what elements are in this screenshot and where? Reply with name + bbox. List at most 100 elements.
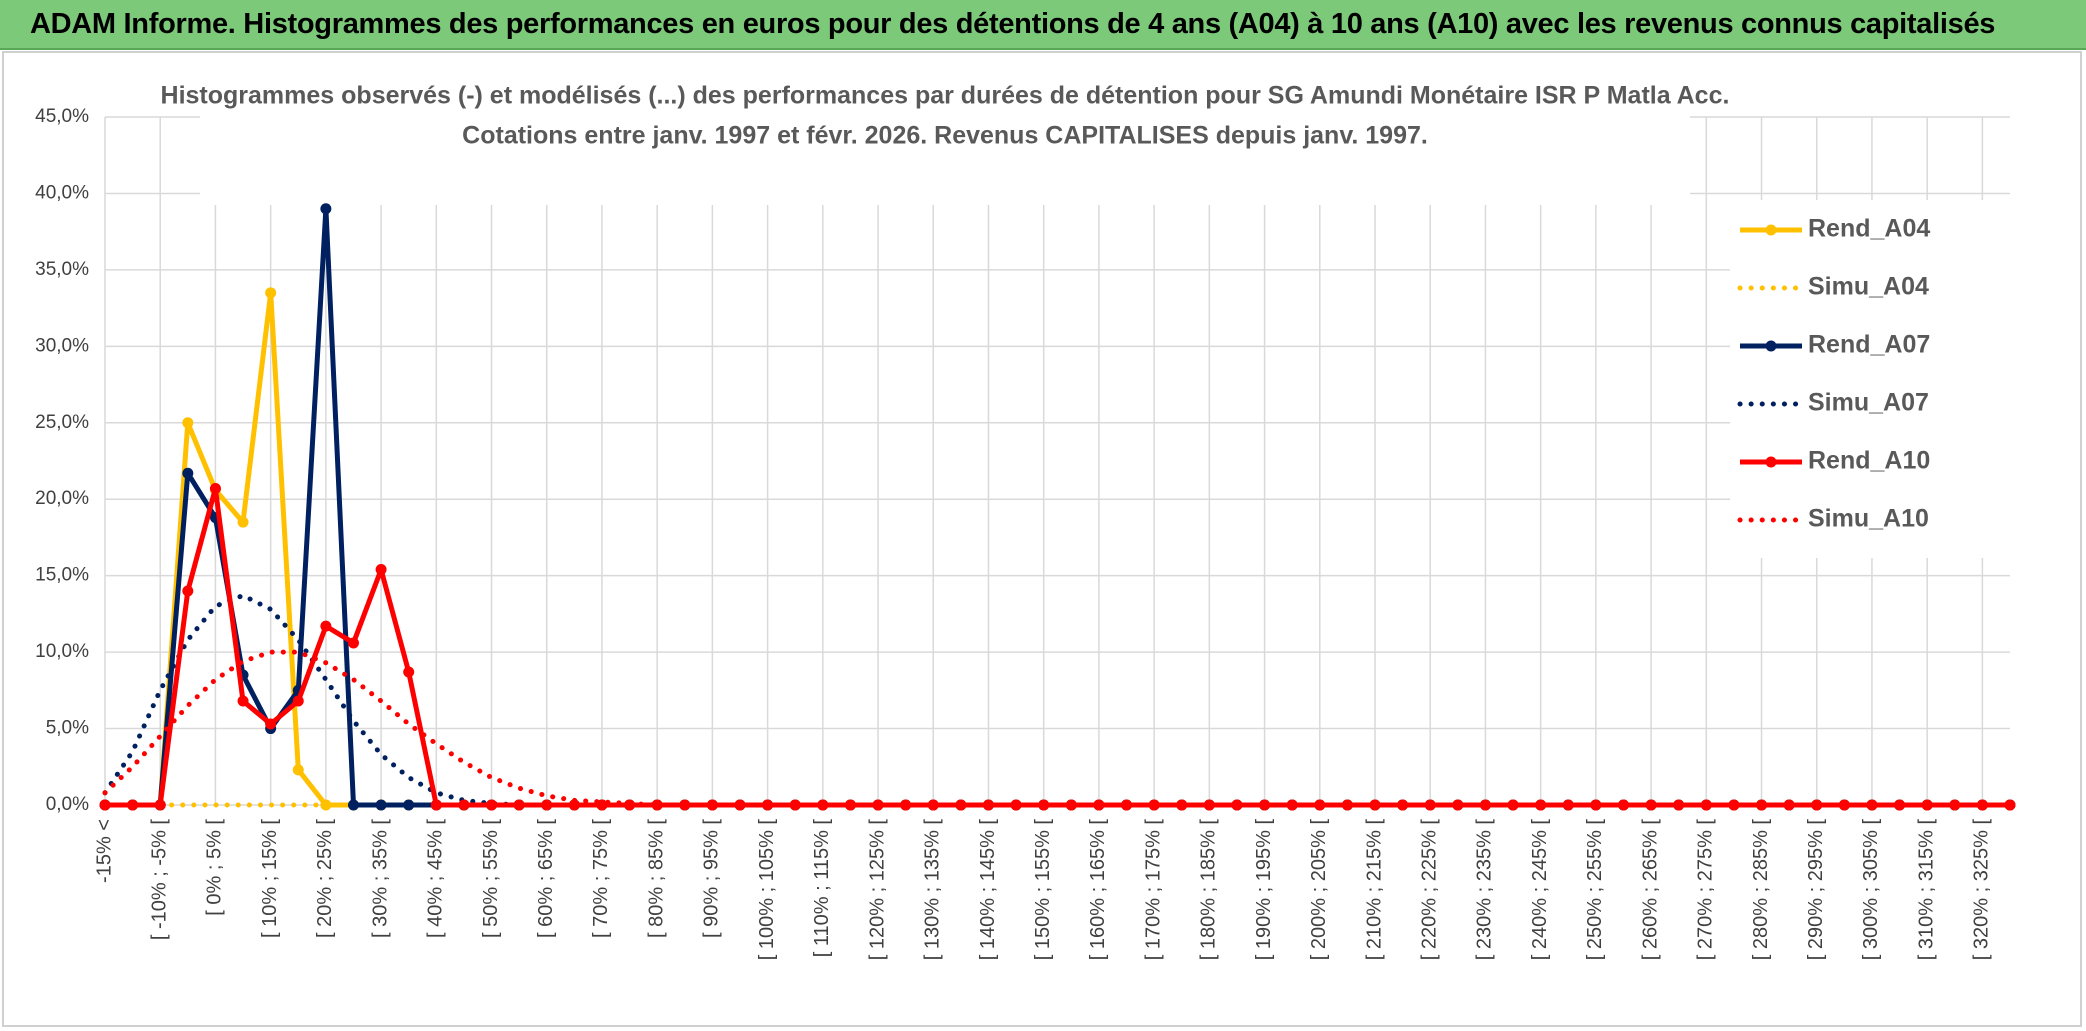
x-tick-label: [ 280% ; 285% [ — [1750, 819, 1772, 961]
point — [1507, 799, 1519, 811]
point — [347, 799, 359, 811]
x-tick-label: [ 220% ; 225% [ — [1418, 819, 1440, 961]
point — [927, 799, 939, 811]
x-tick-label: [ 180% ; 185% [ — [1198, 819, 1220, 961]
series-line — [105, 486, 2010, 808]
point — [706, 799, 718, 811]
x-tick-label: [ 170% ; 175% [ — [1142, 819, 1164, 961]
chart-subtitle: Cotations entre janv. 1997 et févr. 2026… — [462, 122, 1428, 150]
legend-marker — [1765, 340, 1777, 352]
point — [1038, 799, 1050, 811]
x-tick-label: [ 200% ; 205% [ — [1308, 819, 1330, 961]
x-tick-label: [ 320% ; 325% [ — [1971, 819, 1993, 961]
point — [1231, 799, 1243, 811]
x-tick-label: [ 260% ; 265% [ — [1639, 819, 1661, 961]
point — [430, 799, 442, 811]
point — [1093, 799, 1105, 811]
point — [1341, 799, 1353, 811]
x-tick-label: [ 230% ; 235% [ — [1474, 819, 1496, 961]
x-tick-label: [ 0% ; 5% [ — [204, 819, 226, 916]
y-tick-label: 0,0% — [46, 794, 89, 815]
point — [458, 799, 470, 811]
legend-label: Rend_A04 — [1808, 215, 1930, 243]
x-tick-label: [ 30% ; 35% [ — [369, 819, 391, 938]
y-tick-label: 10,0% — [35, 641, 89, 662]
x-tick-label: [ 300% ; 305% [ — [1860, 819, 1882, 961]
point — [1783, 799, 1795, 811]
x-tick-label: -15% < — [93, 819, 115, 883]
x-tick-label: [ 150% ; 155% [ — [1032, 819, 1054, 961]
legend-marker — [1765, 224, 1777, 236]
point — [347, 637, 359, 649]
point — [982, 799, 994, 811]
legend-label: Simu_A10 — [1808, 505, 1929, 533]
y-tick-label: 5,0% — [46, 718, 89, 739]
point — [99, 799, 111, 811]
y-tick-label: 35,0% — [35, 259, 89, 280]
chart-title: Histogrammes observés (-) et modélisés (… — [161, 82, 1730, 110]
legend-label: Simu_A04 — [1808, 273, 1929, 301]
point — [1176, 799, 1188, 811]
x-tick-label: [ 100% ; 105% [ — [756, 819, 778, 961]
x-tick-label: [ 240% ; 245% [ — [1529, 819, 1551, 961]
legend-background — [1730, 200, 2020, 558]
x-tick-label: [ 140% ; 145% [ — [977, 819, 999, 961]
point — [1673, 799, 1685, 811]
point — [320, 203, 332, 215]
point — [1728, 799, 1740, 811]
point — [127, 799, 139, 811]
point — [403, 666, 415, 678]
x-tick-label: [ 310% ; 315% [ — [1915, 819, 1937, 961]
point — [1286, 799, 1298, 811]
point — [513, 799, 525, 811]
point — [541, 799, 553, 811]
x-tick-label: [ 80% ; 85% [ — [645, 819, 667, 938]
x-tick-label: [ 250% ; 255% [ — [1584, 819, 1606, 961]
point — [209, 483, 221, 495]
point — [1397, 799, 1409, 811]
x-tick-label: [ 160% ; 165% [ — [1087, 819, 1109, 961]
x-tick-label: [ 120% ; 125% [ — [866, 819, 888, 961]
x-tick-label: [ 270% ; 275% [ — [1695, 819, 1717, 961]
y-tick-label: 45,0% — [35, 106, 89, 127]
y-tick-label: 20,0% — [35, 488, 89, 509]
point — [817, 799, 829, 811]
y-tick-label: 30,0% — [35, 335, 89, 356]
banner: ADAM Informe. Histogrammes des performan… — [0, 0, 2086, 50]
point — [375, 799, 387, 811]
point — [1121, 799, 1133, 811]
point — [403, 799, 415, 811]
legend-marker — [1765, 456, 1777, 468]
legend-label: Rend_A07 — [1808, 331, 1930, 359]
series-line — [102, 649, 2013, 808]
point — [265, 287, 277, 299]
point — [375, 564, 387, 576]
point — [2004, 799, 2016, 811]
point — [1617, 799, 1629, 811]
x-tick-label: [ 50% ; 55% [ — [480, 819, 502, 938]
point — [182, 417, 194, 429]
x-tick-label: [ 130% ; 135% [ — [922, 819, 944, 961]
x-tick-label: [ 60% ; 65% [ — [535, 819, 557, 938]
title-background — [200, 75, 1690, 205]
point — [1949, 799, 1961, 811]
point — [1065, 799, 1077, 811]
point — [265, 718, 277, 730]
x-tick-label: [ 40% ; 45% [ — [425, 819, 447, 938]
point — [182, 585, 194, 597]
y-tick-label: 15,0% — [35, 565, 89, 586]
x-tick-label: [ 10% ; 15% [ — [259, 819, 281, 938]
point — [762, 799, 774, 811]
point — [182, 467, 194, 479]
x-tick-label: [ 110% ; 115% [ — [811, 819, 833, 958]
y-tick-label: 40,0% — [35, 182, 89, 203]
point — [154, 799, 166, 811]
x-tick-label: [ 70% ; 75% [ — [590, 819, 612, 938]
x-tick-label: [ 190% ; 195% [ — [1253, 819, 1275, 961]
point — [1562, 799, 1574, 811]
y-tick-label: 25,0% — [35, 412, 89, 433]
point — [237, 516, 249, 528]
x-tick-label: [ 20% ; 25% [ — [314, 819, 336, 938]
banner-title: ADAM Informe. Histogrammes des performan… — [30, 8, 1996, 40]
